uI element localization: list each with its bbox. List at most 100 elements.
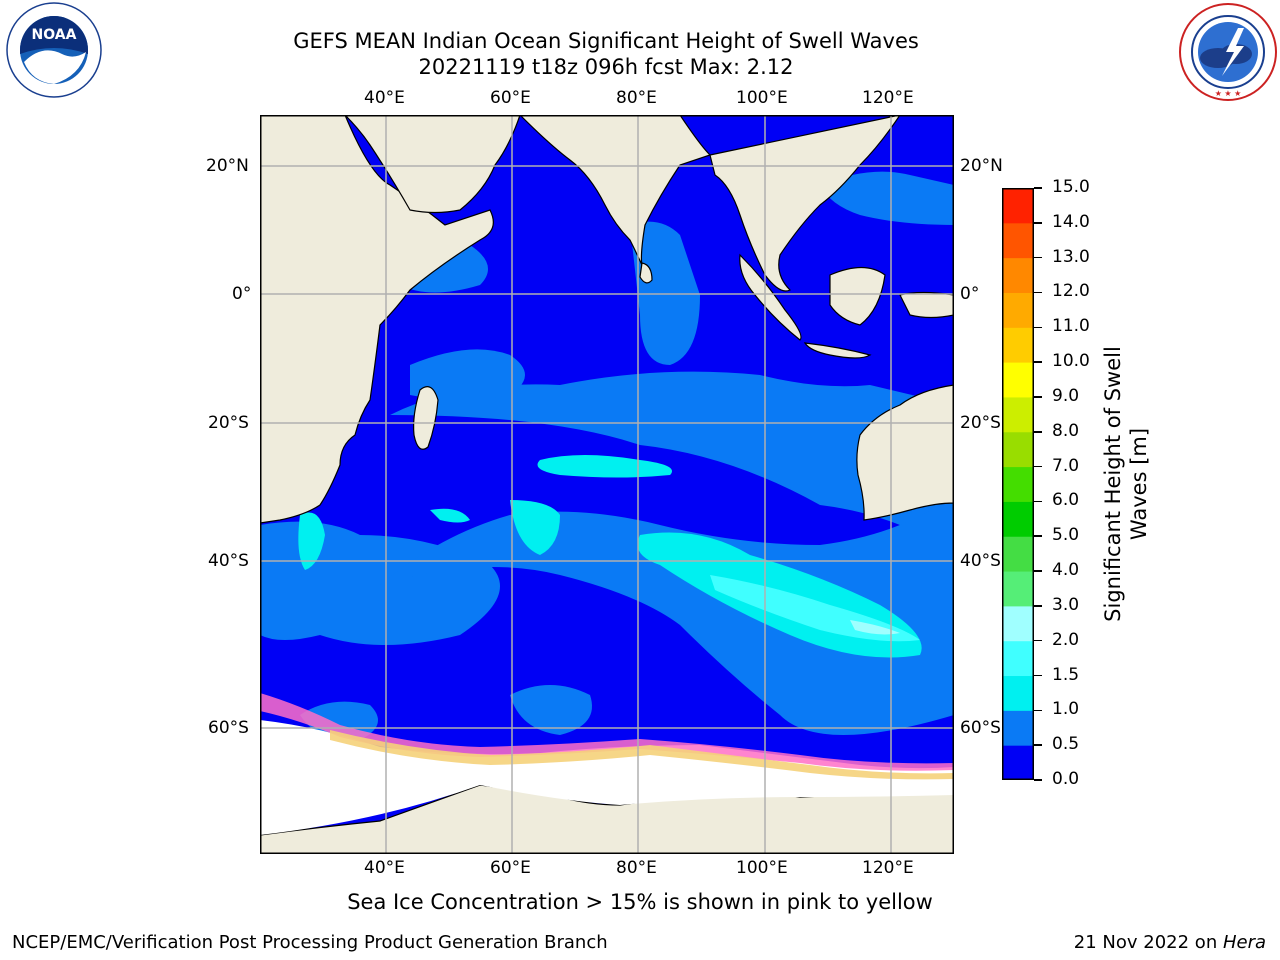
colorbar-tick-label: 1.5	[1052, 664, 1080, 685]
lon-label-bottom: 40°E	[364, 858, 405, 878]
colorbar-tick-mark	[1034, 744, 1042, 746]
colorbar-segment	[1002, 222, 1034, 259]
lon-label-top: 120°E	[862, 88, 914, 108]
colorbar-tick-label: 9.0	[1052, 385, 1080, 406]
sea-ice-caption: Sea Ice Concentration > 15% is shown in …	[347, 890, 933, 914]
colorbar-tick-mark	[1034, 256, 1042, 259]
land-sumatra	[739, 253, 802, 341]
land-arabia	[344, 115, 521, 214]
colorbar-segment	[1002, 745, 1034, 780]
noaa-logo-text: NOAA	[32, 27, 77, 43]
colorbar-tick-label: 11.0	[1052, 316, 1090, 337]
colorbar-tick-mark	[1034, 500, 1042, 503]
colorbar-segment	[1002, 188, 1034, 224]
lon-label-bottom: 100°E	[736, 858, 788, 878]
lon-label-top: 60°E	[490, 88, 531, 108]
colorbar-segment	[1002, 362, 1034, 398]
swell-0.5-1.0-region	[260, 171, 954, 741]
colorbar-segment	[1002, 327, 1034, 363]
colorbar-segment	[1002, 640, 1034, 677]
land-australia	[856, 384, 954, 521]
land-java	[803, 342, 872, 359]
colorbar-tick-label: 15.0	[1052, 177, 1090, 197]
lat-label-left: 40°S	[208, 551, 249, 571]
land-borneo	[829, 266, 886, 326]
colorbar-segment	[1002, 501, 1034, 537]
colorbar-segment	[1002, 396, 1034, 433]
colorbar-tick-label: 12.0	[1052, 281, 1090, 302]
noaa-logo: NOAA	[2, 2, 106, 102]
colorbar-tick-label: 3.0	[1052, 594, 1080, 615]
svg-text:★ ★ ★: ★ ★ ★	[1215, 89, 1242, 98]
map-panel	[260, 115, 954, 854]
colorbar-segment	[1002, 466, 1034, 502]
chart-title: GEFS MEAN Indian Ocean Significant Heigh…	[293, 29, 919, 53]
land-southeast-asia	[709, 115, 901, 292]
swell-2.0-3.0-region	[850, 620, 900, 635]
colorbar-tick-mark	[1034, 605, 1042, 607]
colorbar-tick-mark	[1034, 361, 1042, 363]
lat-label-left: 60°S	[208, 718, 249, 738]
nws-logo: ★ ★ ★	[1178, 2, 1278, 102]
colorbar-tick-mark	[1034, 570, 1042, 572]
colorbar-tick-label: 1.0	[1052, 699, 1080, 720]
colorbar-tick-mark	[1034, 291, 1042, 294]
colorbar-segment	[1002, 257, 1034, 293]
colorbar-tick-label: 0.0	[1052, 769, 1080, 789]
colorbar-tick-mark	[1034, 396, 1042, 398]
colorbar-tick-mark	[1034, 709, 1042, 712]
lat-label-left: 0°	[232, 284, 252, 304]
colorbar-tick-label: 13.0	[1052, 246, 1090, 267]
colorbar-tick-label: 14.0	[1052, 211, 1090, 232]
colorbar-tick-mark	[1034, 535, 1042, 537]
colorbar-segment	[1002, 605, 1034, 642]
lon-label-bottom: 120°E	[862, 858, 914, 878]
colorbar-tick-label: 8.0	[1052, 420, 1080, 441]
lon-label-top: 100°E	[736, 88, 788, 108]
lon-label-bottom: 60°E	[490, 858, 531, 878]
colorbar-tick-label: 10.0	[1052, 351, 1090, 372]
colorbar-tick-mark	[1034, 187, 1042, 189]
lat-label-right: 0°	[960, 284, 980, 304]
colorbar-tick-mark	[1034, 779, 1042, 781]
colorbar-tick-mark	[1034, 674, 1042, 677]
lat-label-right: 40°S	[960, 551, 1001, 571]
lon-label-bottom: 80°E	[616, 858, 657, 878]
colorbar-tick-label: 2.0	[1052, 629, 1080, 650]
lat-label-left: 20°N	[206, 156, 249, 176]
colorbar-segment	[1002, 292, 1034, 328]
land-srilanka	[639, 262, 653, 284]
colorbar-tick-label: 4.0	[1052, 560, 1080, 581]
lat-label-left: 20°S	[208, 413, 249, 433]
colorbar-tick-mark	[1034, 465, 1042, 468]
footer-date: 21 Nov 2022 on Hera	[1074, 932, 1266, 953]
chart-subtitle: 20221119 t18z 096h fcst Max: 2.12	[418, 55, 794, 79]
colorbar-segment	[1002, 536, 1034, 572]
colorbar-tick-label: 7.0	[1052, 455, 1080, 476]
colorbar-label-line2: Waves [m]	[1127, 427, 1151, 541]
land-east-indonesia	[899, 291, 954, 319]
colorbar-segment	[1002, 431, 1034, 468]
lon-label-top: 80°E	[616, 88, 657, 108]
lat-label-right: 60°S	[960, 718, 1001, 738]
colorbar-tick-mark	[1034, 431, 1042, 433]
sea-ice-white-band	[260, 720, 954, 835]
sea-ice-edge-yellow	[330, 730, 954, 780]
graticule	[260, 115, 954, 854]
footer-branch: NCEP/EMC/Verification Post Processing Pr…	[12, 932, 608, 953]
land-india	[519, 115, 712, 266]
footer-date-text: 21 Nov 2022 on	[1073, 932, 1223, 953]
colorbar-segment	[1002, 675, 1034, 711]
colorbar-tick-mark	[1034, 326, 1042, 329]
colorbar-tick-label: 5.0	[1052, 525, 1080, 546]
colorbar-tick-label: 0.5	[1052, 734, 1080, 755]
colorbar	[1002, 188, 1034, 780]
colorbar-tick-mark	[1034, 222, 1042, 224]
lat-label-right: 20°N	[960, 156, 1003, 176]
lat-label-right: 20°S	[960, 413, 1001, 433]
colorbar-label-line1: Significant Height of Swell	[1101, 346, 1125, 622]
colorbar-tick-mark	[1034, 639, 1042, 642]
colorbar-segment	[1002, 710, 1034, 746]
colorbar-segment	[1002, 571, 1034, 607]
colorbar-tick-label: 6.0	[1052, 490, 1080, 511]
